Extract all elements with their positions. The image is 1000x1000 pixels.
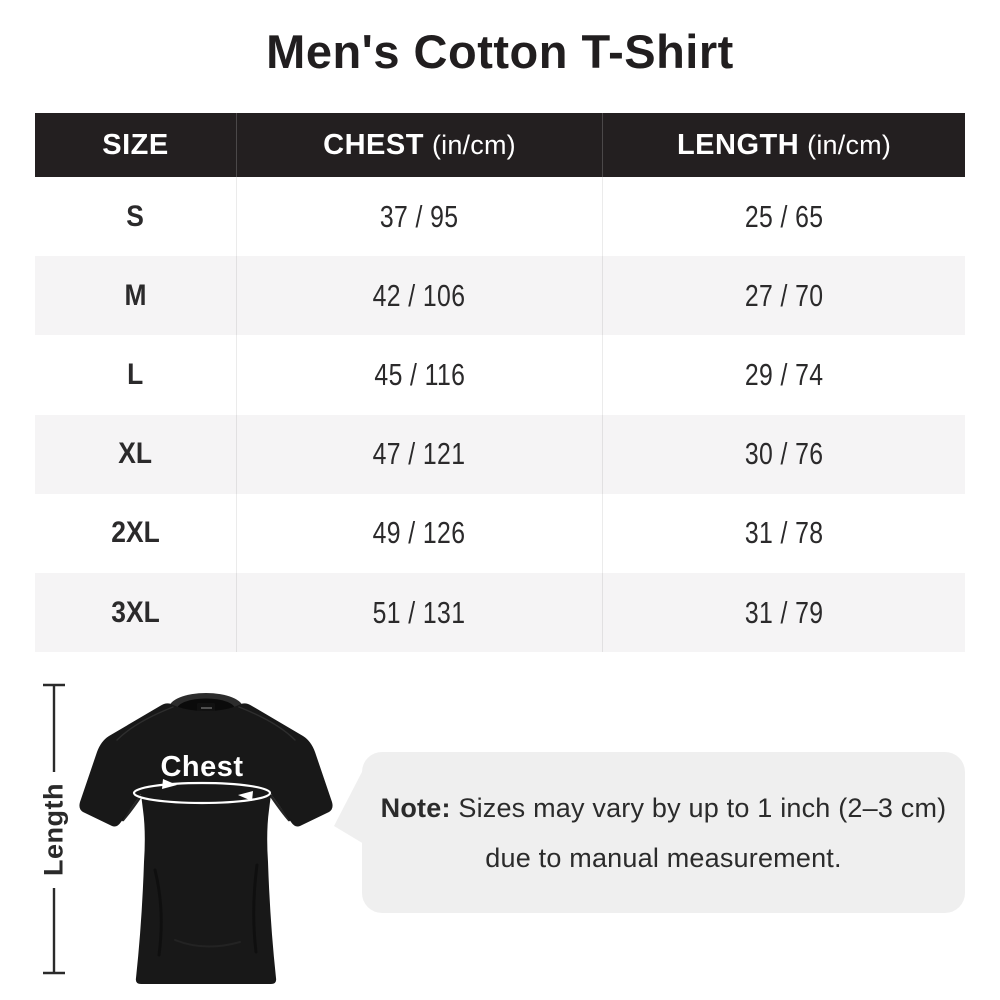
table-row: M 42 / 106 27 / 70 <box>35 256 965 336</box>
header-cell-chest: CHEST (in/cm) <box>237 113 603 177</box>
size-cell: 2XL <box>35 493 237 573</box>
chest-cell: 42 / 106 <box>237 256 603 336</box>
chest-arrow-left <box>238 791 253 801</box>
length-cell: 31 / 79 <box>744 594 824 630</box>
size-cell: L <box>35 335 237 415</box>
header-length-unit: (in/cm) <box>807 129 892 160</box>
table-row: L 45 / 116 29 / 74 <box>35 335 965 415</box>
header-size-label: SIZE <box>102 128 169 161</box>
header-cell-size: SIZE <box>35 113 237 177</box>
note-line-1: Note: Sizes may vary by up to 1 inch (2–… <box>381 783 947 833</box>
table-header-row: SIZE CHEST (in/cm) LENGTH (in/cm) <box>35 113 965 177</box>
size-cell: XL <box>35 414 237 494</box>
note-bubble: Note: Sizes may vary by up to 1 inch (2–… <box>362 752 965 913</box>
length-cell: 31 / 78 <box>744 515 824 551</box>
chest-cell: 49 / 126 <box>237 493 603 573</box>
size-table: SIZE CHEST (in/cm) LENGTH (in/cm) S 37 /… <box>35 113 965 653</box>
chest-cell: 47 / 121 <box>237 414 603 494</box>
header-length-label: LENGTH <box>676 128 800 161</box>
header-cell-length: LENGTH (in/cm) <box>603 113 965 177</box>
table-row: S 37 / 95 25 / 65 <box>35 177 965 257</box>
chest-cell: 37 / 95 <box>237 177 603 257</box>
table-row: XL 47 / 121 30 / 76 <box>35 414 965 494</box>
chest-cell: 51 / 131 <box>237 572 603 653</box>
chest-arrow-right <box>162 779 177 789</box>
header-chest-label: CHEST <box>323 128 424 161</box>
size-cell: 3XL <box>35 572 237 653</box>
note-label: Note: <box>380 792 451 823</box>
page-title: Men's Cotton T-Shirt <box>266 25 734 78</box>
length-cell: 29 / 74 <box>744 356 824 392</box>
tshirt-image: Chest <box>79 693 333 984</box>
chest-measure-ellipse <box>132 781 272 805</box>
table-body: S 37 / 95 25 / 65 M 42 / 106 27 / 70 L <box>35 177 965 653</box>
length-cell: 27 / 70 <box>744 277 824 313</box>
note-text-1: Sizes may vary by up to 1 inch (2–3 cm) <box>450 792 947 823</box>
length-measure-line <box>43 683 65 975</box>
size-cell: S <box>35 177 237 257</box>
note-line-2: due to manual measurement. <box>485 842 842 873</box>
shirt-body <box>79 703 333 984</box>
size-cell: M <box>35 256 237 336</box>
header-chest-unit: (in/cm) <box>431 129 516 160</box>
table-row: 3XL 51 / 131 31 / 79 <box>35 572 965 653</box>
chest-label: Chest <box>160 751 243 783</box>
chest-cell: 45 / 116 <box>237 335 603 415</box>
table-row: 2XL 49 / 126 31 / 78 <box>35 493 965 573</box>
length-cell: 30 / 76 <box>744 436 824 472</box>
speech-bubble-tail <box>334 768 364 844</box>
length-cell: 25 / 65 <box>744 198 824 234</box>
